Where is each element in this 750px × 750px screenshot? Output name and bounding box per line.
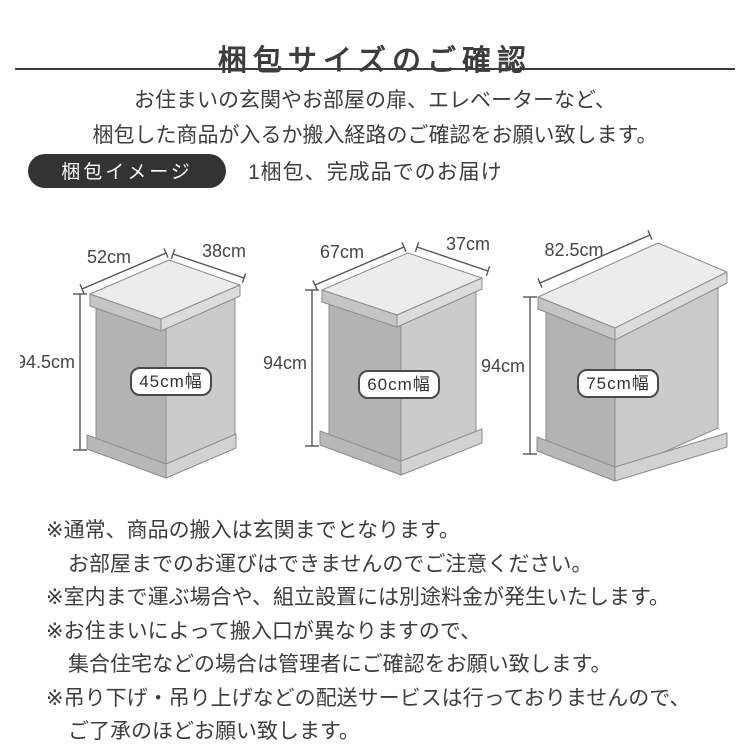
- title-divider: [15, 68, 735, 70]
- height-dim-label: 94.5cm: [20, 352, 75, 372]
- note-line: ご了承のほどお願い致します。: [68, 720, 360, 743]
- intro-text: お住まいの玄関やお部屋の扉、エレベーターなど、 梱包した商品が入るか搬入経路のご…: [0, 83, 750, 153]
- box-illustration-75cm: 82.5cm 94cm 75cm幅: [481, 230, 728, 482]
- page-title: 梱包サイズのご確認: [217, 45, 533, 78]
- size-label-text: 75cm幅: [586, 374, 650, 393]
- width-dim-tick: [647, 230, 653, 240]
- box-base: [614, 432, 728, 482]
- packing-image-badge: 梱包イメージ: [28, 153, 226, 188]
- box-base: [165, 433, 237, 479]
- note-line: ※室内まで運ぶ場合や、組立設置には別途料金が発生いたします。: [46, 586, 670, 609]
- width-dim-tick: [312, 280, 318, 290]
- width-dim-tick: [537, 278, 543, 288]
- depth-dim-tick: [170, 249, 176, 260]
- size-label-text: 45cm幅: [139, 372, 203, 391]
- width-dim-tick: [163, 248, 169, 258]
- width-dim-label: 82.5cm: [544, 240, 603, 260]
- note-line: 集合住宅などの場合は管理者にご確認をお願い致します。: [68, 653, 612, 676]
- intro-line-2: 梱包した商品が入るか搬入経路のご確認をお願い致します。: [92, 124, 658, 147]
- packing-header-row: 梱包イメージ 1梱包、完成品でのお届け: [28, 153, 728, 188]
- note-line: お部屋までのお運びはできませんのでご注意ください。: [68, 552, 593, 576]
- box-lid-right: [614, 271, 728, 341]
- depth-dim-tick: [485, 266, 491, 277]
- box-base: [400, 428, 483, 476]
- width-dim-line: [81, 252, 167, 290]
- box-illustration-60cm: 67cm 37cm 94cm 60cm幅: [263, 234, 491, 476]
- depth-dim-tick: [414, 242, 420, 253]
- box-lid-right: [396, 277, 483, 328]
- box-illustration-45cm: 52cm 38cm 94.5cm 45cm幅: [20, 241, 247, 479]
- depth-dim-line: [172, 253, 245, 279]
- width-dim-tick: [79, 284, 85, 294]
- height-dim-label: 94cm: [263, 353, 307, 373]
- width-dim-tick: [401, 242, 407, 252]
- height-dim-label: 94cm: [481, 356, 525, 376]
- depth-dim-label: 37cm: [446, 234, 490, 254]
- size-label-pill: [577, 369, 659, 398]
- depth-dim-label: 38cm: [202, 241, 246, 261]
- note-line: ※吊り下げ・吊り上げなどの配送サービスは行っておりませんので、: [46, 686, 691, 710]
- note-line: ※通常、商品の搬入は玄関までとなります。: [46, 519, 460, 542]
- width-dim-label: 52cm: [87, 247, 131, 267]
- box-lid-right: [160, 284, 241, 332]
- size-label-pill: [130, 367, 212, 396]
- size-label-pill: [358, 370, 440, 399]
- size-label-text: 60cm幅: [367, 375, 431, 394]
- width-dim-label: 67cm: [320, 242, 364, 262]
- width-dim-line: [314, 246, 405, 286]
- depth-dim-tick: [241, 273, 247, 284]
- width-dim-line: [539, 234, 651, 284]
- notes-section: ※通常、商品の搬入は玄関までとなります。 お部屋までのお運びはできませんのでご注…: [46, 514, 726, 749]
- packing-description: 1梱包、完成品でのお届け: [248, 160, 503, 184]
- note-line: ※お住まいによって搬入口が異なりますので、: [46, 619, 482, 643]
- depth-dim-line: [416, 246, 489, 272]
- intro-line-1: お住まいの玄関やお部屋の扉、エレベーターなど、: [134, 89, 616, 112]
